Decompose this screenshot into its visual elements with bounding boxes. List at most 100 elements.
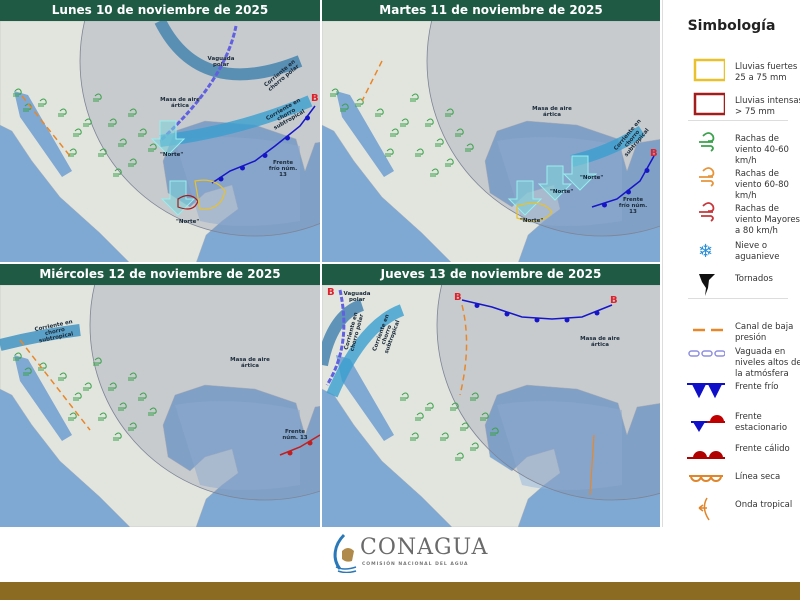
heavy-rain-area xyxy=(516,202,553,222)
wind-gust-icon xyxy=(128,422,137,431)
label-masa-aire: Masa de aire ártica xyxy=(580,336,620,348)
legend-item-upper-trough: Vaguada en niveles altos de la atmósfera xyxy=(663,343,800,379)
wind-stroke xyxy=(470,442,479,451)
wind-gust-icon xyxy=(410,93,419,102)
gulf-shelf xyxy=(175,401,300,490)
legend-label: Rachas de viento Mayores a 80 km/h xyxy=(735,204,800,236)
map-panel-thursday: Jueves 13 de noviembre de 2025 B B B Vagua… xyxy=(322,264,660,527)
front-tooth xyxy=(218,176,224,182)
legend-item-tornado: Tornados xyxy=(663,270,800,300)
low-pressure-marker: B xyxy=(650,148,658,159)
wind-gust-icon xyxy=(415,412,424,421)
label-masa-aire: Masa de aire ártica xyxy=(532,106,572,118)
front-tooth xyxy=(504,311,510,317)
legend-item-cold-front: Frente frío xyxy=(663,378,800,408)
arctic-air-mass xyxy=(436,285,660,501)
legend-item-stationary-front: Frente estacionario xyxy=(663,408,800,438)
wind-gust-icon xyxy=(83,118,92,127)
norte-arrow xyxy=(562,155,598,191)
front-tooth xyxy=(307,440,313,446)
wind-gust-icon xyxy=(340,103,349,112)
wind-stroke xyxy=(470,392,479,401)
wind-gust-icon xyxy=(425,118,434,127)
wind-stroke xyxy=(400,118,409,127)
legend-label: Canal de baja presión xyxy=(735,322,794,343)
panel-title: Lunes 10 de noviembre de 2025 xyxy=(0,0,320,21)
wind-stroke xyxy=(113,432,122,441)
wind-stroke xyxy=(148,143,157,152)
wind-stroke xyxy=(58,108,67,117)
wind-gust-icon xyxy=(113,432,122,441)
heavy-rain-area xyxy=(194,179,226,210)
wind-gust-icon xyxy=(83,382,92,391)
front-tooth xyxy=(240,165,245,171)
wind-gust-icon xyxy=(118,138,127,147)
legend-item-dry-line: Línea seca xyxy=(663,468,800,498)
wind-stroke xyxy=(128,158,137,167)
gulf-of-california xyxy=(14,355,72,441)
wind-gust-icon xyxy=(390,128,399,137)
front-tooth xyxy=(305,115,310,121)
front-tooth xyxy=(594,310,600,316)
gulf-of-california xyxy=(14,91,72,177)
wind-gust-icon xyxy=(23,103,32,112)
wind-gust-icon xyxy=(108,382,117,391)
legend: Simbología Lluvias fuertes 25 a 75 mm Llu… xyxy=(662,0,800,527)
wind-stroke xyxy=(23,103,32,112)
wind-gust-icon xyxy=(138,128,147,137)
wind-stroke xyxy=(98,148,107,157)
wind-gust-icon xyxy=(415,148,424,157)
wind-gust-icon xyxy=(430,168,439,177)
legend-label: Rachas de viento 40-60 km/h xyxy=(735,134,789,166)
map: B BB xyxy=(322,285,660,527)
front-tooth xyxy=(564,317,570,323)
wind-gust-icon xyxy=(699,167,715,187)
wind-gust-icon xyxy=(138,392,147,401)
map xyxy=(0,285,320,527)
wind-gust-icon xyxy=(108,118,117,127)
norte-arrow xyxy=(537,165,573,201)
wind-gust-icon xyxy=(73,128,82,137)
conagua-logo-icon xyxy=(333,533,357,573)
snowflake-icon: ❄ xyxy=(698,241,713,262)
front-tooth xyxy=(262,153,268,158)
low-pressure-marker: B xyxy=(454,292,462,303)
legend-label: Línea seca xyxy=(735,472,781,482)
wind-stroke xyxy=(435,138,444,147)
wind-stroke xyxy=(108,382,117,391)
front-tooth xyxy=(287,450,293,456)
wind-stroke xyxy=(73,128,82,137)
wind-gust-icon xyxy=(148,407,157,416)
legend-item-wind-gust: Rachas de viento 60-80 km/h xyxy=(663,165,800,201)
map: B xyxy=(0,21,320,262)
label-vaguada-polar: Vaguada polar xyxy=(207,56,235,68)
wind-stroke xyxy=(430,168,439,177)
label-frente: Frente núm. 13 xyxy=(282,429,308,441)
wind-stroke xyxy=(330,88,339,97)
tornado-icon xyxy=(699,274,715,296)
wind-gust-icon xyxy=(445,158,454,167)
wind-gust-icon xyxy=(58,108,67,117)
legend-divider xyxy=(688,120,788,121)
wind-stroke xyxy=(68,412,77,421)
wind-stroke xyxy=(113,168,122,177)
norte-label: "Norte" xyxy=(520,218,544,224)
label-masa-aire: Masa de aire ártica xyxy=(160,97,200,109)
wind-gust-icon xyxy=(440,432,449,441)
wind-stroke xyxy=(480,412,489,421)
norte-label: "Norte" xyxy=(160,152,184,158)
wind-gust-icon xyxy=(13,352,22,361)
footer xyxy=(0,527,800,582)
wind-gust-icon xyxy=(400,118,409,127)
label-frente-frio: Frente frío núm. 13 xyxy=(618,197,648,215)
wind-gust-icon xyxy=(455,452,464,461)
wind-stroke xyxy=(425,402,434,411)
wind-stroke xyxy=(38,98,47,107)
jet-stream-polar xyxy=(322,299,365,367)
norte-label: "Norte" xyxy=(580,175,604,181)
wind-gust-icon xyxy=(465,143,474,152)
wind-gust-icon xyxy=(385,148,394,157)
wind-stroke xyxy=(390,128,399,137)
heavy-rain-box-icon xyxy=(693,58,725,82)
legend-item-wind-gust: Rachas de viento 40-60 km/h xyxy=(663,130,800,166)
